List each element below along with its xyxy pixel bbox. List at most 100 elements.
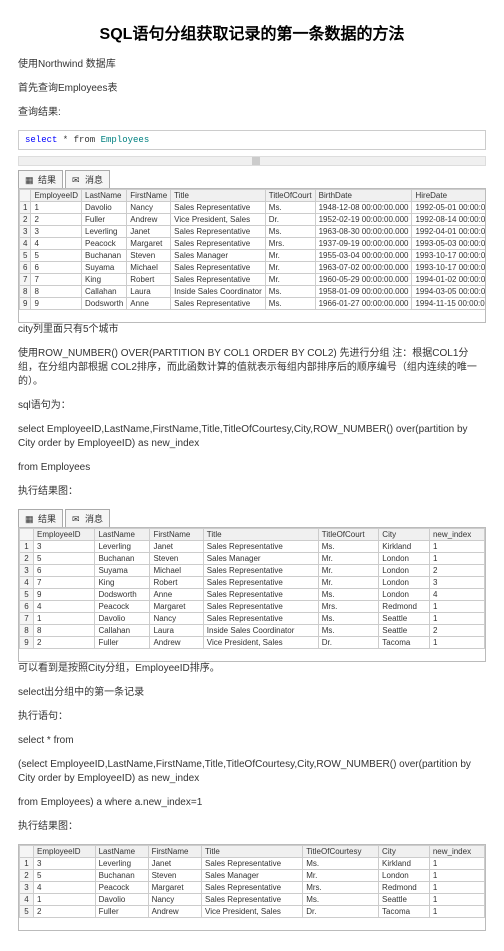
table-row[interactable]: 44PeacockMargaretSales RepresentativeMrs… — [20, 238, 487, 250]
intro-text-3: 查询结果: — [18, 106, 486, 120]
select-first-note: select出分组中的第一条记录 — [18, 686, 486, 700]
table-cell: London — [379, 870, 430, 882]
table-cell: Robert — [127, 274, 171, 286]
table-cell: Ms. — [318, 625, 379, 637]
table-row[interactable]: 33LeverlingJanetSales RepresentativeMs.1… — [20, 226, 487, 238]
table-row[interactable]: 22FullerAndrewVice President, SalesDr.19… — [20, 214, 487, 226]
table-row[interactable]: 47KingRobertSales RepresentativeMr.Londo… — [20, 577, 485, 589]
table-cell: 1994-11-15 00:00:00.000 — [412, 298, 486, 310]
table-row[interactable]: 66SuyamaMichaelSales RepresentativeMr.19… — [20, 262, 487, 274]
grid-icon: ▦ — [25, 175, 35, 185]
table-cell: 8 — [31, 286, 82, 298]
table-cell: Sales Representative — [171, 238, 266, 250]
message-icon: ✉ — [72, 175, 82, 185]
tab-messages[interactable]: ✉消息 — [65, 509, 110, 527]
table-cell: King — [82, 274, 127, 286]
table-cell: Mrs. — [303, 882, 379, 894]
table-cell: Tacoma — [379, 906, 430, 918]
table-cell: 1960-05-29 00:00:00.000 — [315, 274, 412, 286]
table-row[interactable]: 99DodsworthAnneSales RepresentativeMs.19… — [20, 298, 487, 310]
table-cell: Michael — [150, 565, 203, 577]
sql-statement-2a: select * from — [18, 734, 486, 748]
table-row[interactable]: 64PeacockMargaretSales RepresentativeMrs… — [20, 601, 485, 613]
table-cell: Janet — [148, 858, 201, 870]
table-cell: Callahan — [95, 625, 150, 637]
table-row[interactable]: 88CallahanLauraInside Sales CoordinatorM… — [20, 286, 487, 298]
table-cell: 8 — [20, 625, 34, 637]
sql-statement-1b: from Employees — [18, 461, 486, 475]
table-cell: 1993-05-03 00:00:00.000 — [412, 238, 486, 250]
table-row[interactable]: 34PeacockMargaretSales RepresentativeMrs… — [20, 882, 485, 894]
sql-statement-2c: from Employees) a where a.new_index=1 — [18, 796, 486, 810]
table-cell: 1 — [20, 858, 34, 870]
rownumber-note: 使用ROW_NUMBER() OVER(PARTITION BY COL1 OR… — [18, 347, 486, 389]
table-cell: 1955-03-04 00:00:00.000 — [315, 250, 412, 262]
table-cell: Sales Representative — [203, 577, 318, 589]
column-header: FirstName — [150, 529, 203, 541]
table-cell: 5 — [20, 906, 34, 918]
table-row[interactable]: 59DodsworthAnneSales RepresentativeMs.Lo… — [20, 589, 485, 601]
table-cell: Sales Representative — [203, 613, 318, 625]
result-tabs-2: ▦结果 ✉消息 — [18, 509, 486, 527]
table-cell: Sales Representative — [171, 274, 266, 286]
table-cell: Sales Representative — [203, 541, 318, 553]
result-label-1: 执行结果图： — [18, 485, 486, 499]
scroll-thumb[interactable] — [252, 157, 260, 165]
table-cell: Inside Sales Coordinator — [203, 625, 318, 637]
column-header: Title — [202, 846, 303, 858]
table-row[interactable]: 25BuchananStevenSales ManagerMr.London1 — [20, 870, 485, 882]
table-cell: 7 — [20, 274, 31, 286]
table-cell: Robert — [150, 577, 203, 589]
table-cell: Seattle — [379, 894, 430, 906]
table-cell: Ms. — [265, 298, 315, 310]
table-row[interactable]: 11DavolioNancySales RepresentativeMs.194… — [20, 202, 487, 214]
table-cell: Inside Sales Coordinator — [171, 286, 266, 298]
table-row[interactable]: 92FullerAndrewVice President, SalesDr.Ta… — [20, 637, 485, 649]
table-cell: 2 — [34, 637, 95, 649]
table-cell: Peacock — [95, 601, 150, 613]
tab-messages[interactable]: ✉消息 — [65, 170, 110, 188]
column-header: BirthDate — [315, 190, 412, 202]
table-row[interactable]: 55BuchananStevenSales ManagerMr.1955-03-… — [20, 250, 487, 262]
table-row[interactable]: 13LeverlingJanetSales RepresentativeMs.K… — [20, 541, 485, 553]
table-row[interactable]: 71DavolioNancySales RepresentativeMs.Sea… — [20, 613, 485, 625]
table-row[interactable]: 88CallahanLauraInside Sales CoordinatorM… — [20, 625, 485, 637]
table-cell: 3 — [20, 226, 31, 238]
table-cell: Leverling — [95, 541, 150, 553]
table-cell: Buchanan — [95, 553, 150, 565]
table-cell: Sales Representative — [202, 858, 303, 870]
table-cell: 1952-02-19 00:00:00.000 — [315, 214, 412, 226]
column-header: LastName — [95, 846, 148, 858]
results-table-3: EmployeeIDLastNameFirstNameTitleTitleOfC… — [18, 844, 486, 931]
table-cell: Sales Representative — [203, 565, 318, 577]
table-row[interactable]: 13LeverlingJanetSales RepresentativeMs.K… — [20, 858, 485, 870]
tab-results[interactable]: ▦结果 — [18, 509, 63, 527]
tab-results[interactable]: ▦结果 — [18, 170, 63, 188]
table-row[interactable]: 77KingRobertSales RepresentativeMr.1960-… — [20, 274, 487, 286]
table-cell: 9 — [34, 589, 95, 601]
table-cell: 1 — [31, 202, 82, 214]
table-cell: 3 — [429, 577, 484, 589]
table-cell: Tacoma — [379, 637, 430, 649]
table-row[interactable]: 36SuyamaMichaelSales RepresentativeMr.Lo… — [20, 565, 485, 577]
table-cell: Margaret — [150, 601, 203, 613]
table-cell: Vice President, Sales — [203, 637, 318, 649]
table-cell: 4 — [31, 238, 82, 250]
table-cell: Sales Representative — [202, 882, 303, 894]
sql-statement-1a: select EmployeeID,LastName,FirstName,Tit… — [18, 423, 486, 451]
table-row[interactable]: 25BuchananStevenSales ManagerMr.London1 — [20, 553, 485, 565]
table-cell: 1963-07-02 00:00:00.000 — [315, 262, 412, 274]
horizontal-scrollbar[interactable] — [18, 156, 486, 166]
tab-label: 消息 — [85, 512, 103, 525]
table-cell: Mr. — [318, 553, 379, 565]
table-cell: 6 — [34, 565, 95, 577]
table-cell: Nancy — [148, 894, 201, 906]
tab-label: 结果 — [38, 173, 56, 186]
table-cell: Margaret — [127, 238, 171, 250]
grouped-table: EmployeeIDLastNameFirstNameTitleTitleOfC… — [19, 528, 485, 649]
table-row[interactable]: 52FullerAndrewVice President, SalesDr.Ta… — [20, 906, 485, 918]
table-cell: Ms. — [318, 589, 379, 601]
table-row[interactable]: 41DavolioNancySales RepresentativeMs.Sea… — [20, 894, 485, 906]
column-header: EmployeeID — [34, 529, 95, 541]
table-cell: Ms. — [265, 286, 315, 298]
